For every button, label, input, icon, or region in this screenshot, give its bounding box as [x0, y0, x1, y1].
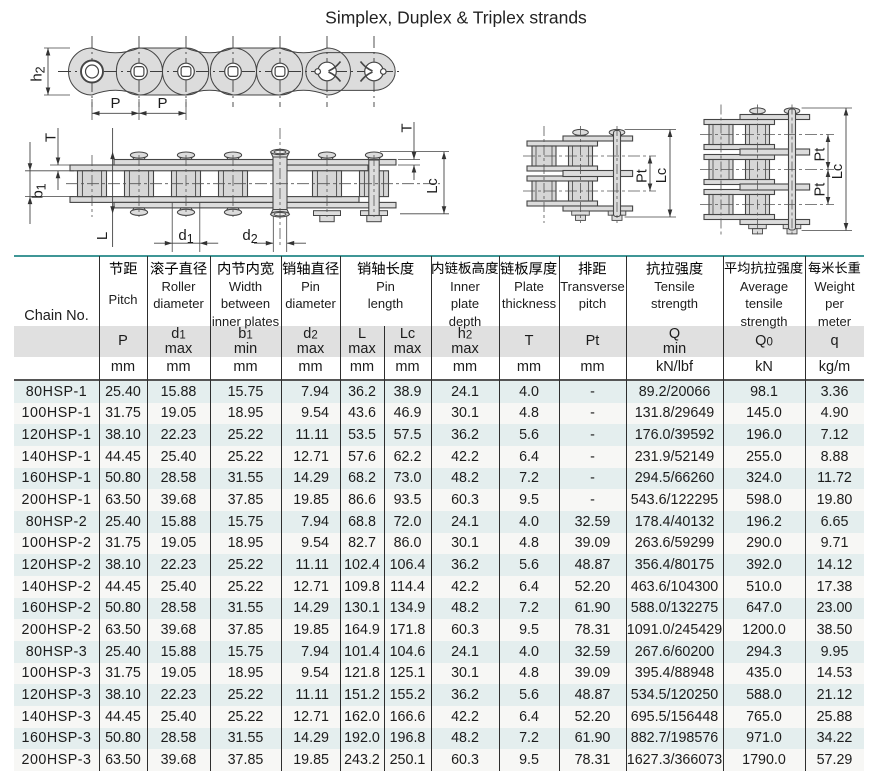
svg-text:d2: d2 [242, 227, 257, 246]
svg-text:Lc: Lc [830, 164, 846, 179]
svg-text:Pt: Pt [813, 183, 829, 197]
svg-text:P: P [157, 95, 167, 112]
svg-text:L: L [94, 232, 111, 240]
svg-text:d1: d1 [178, 227, 193, 246]
svg-text:h2: h2 [29, 66, 48, 81]
svg-text:Lc: Lc [654, 168, 670, 183]
svg-text:b1: b1 [30, 183, 49, 198]
svg-text:P: P [110, 95, 120, 112]
svg-text:T: T [399, 123, 416, 132]
svg-text:T: T [42, 133, 59, 142]
svg-text:Pt: Pt [813, 148, 829, 162]
svg-text:Lc: Lc [425, 178, 441, 193]
svg-text:Simplex, Duplex & Triplex stra: Simplex, Duplex & Triplex strands [325, 8, 587, 28]
svg-text:Pt: Pt [635, 169, 651, 183]
